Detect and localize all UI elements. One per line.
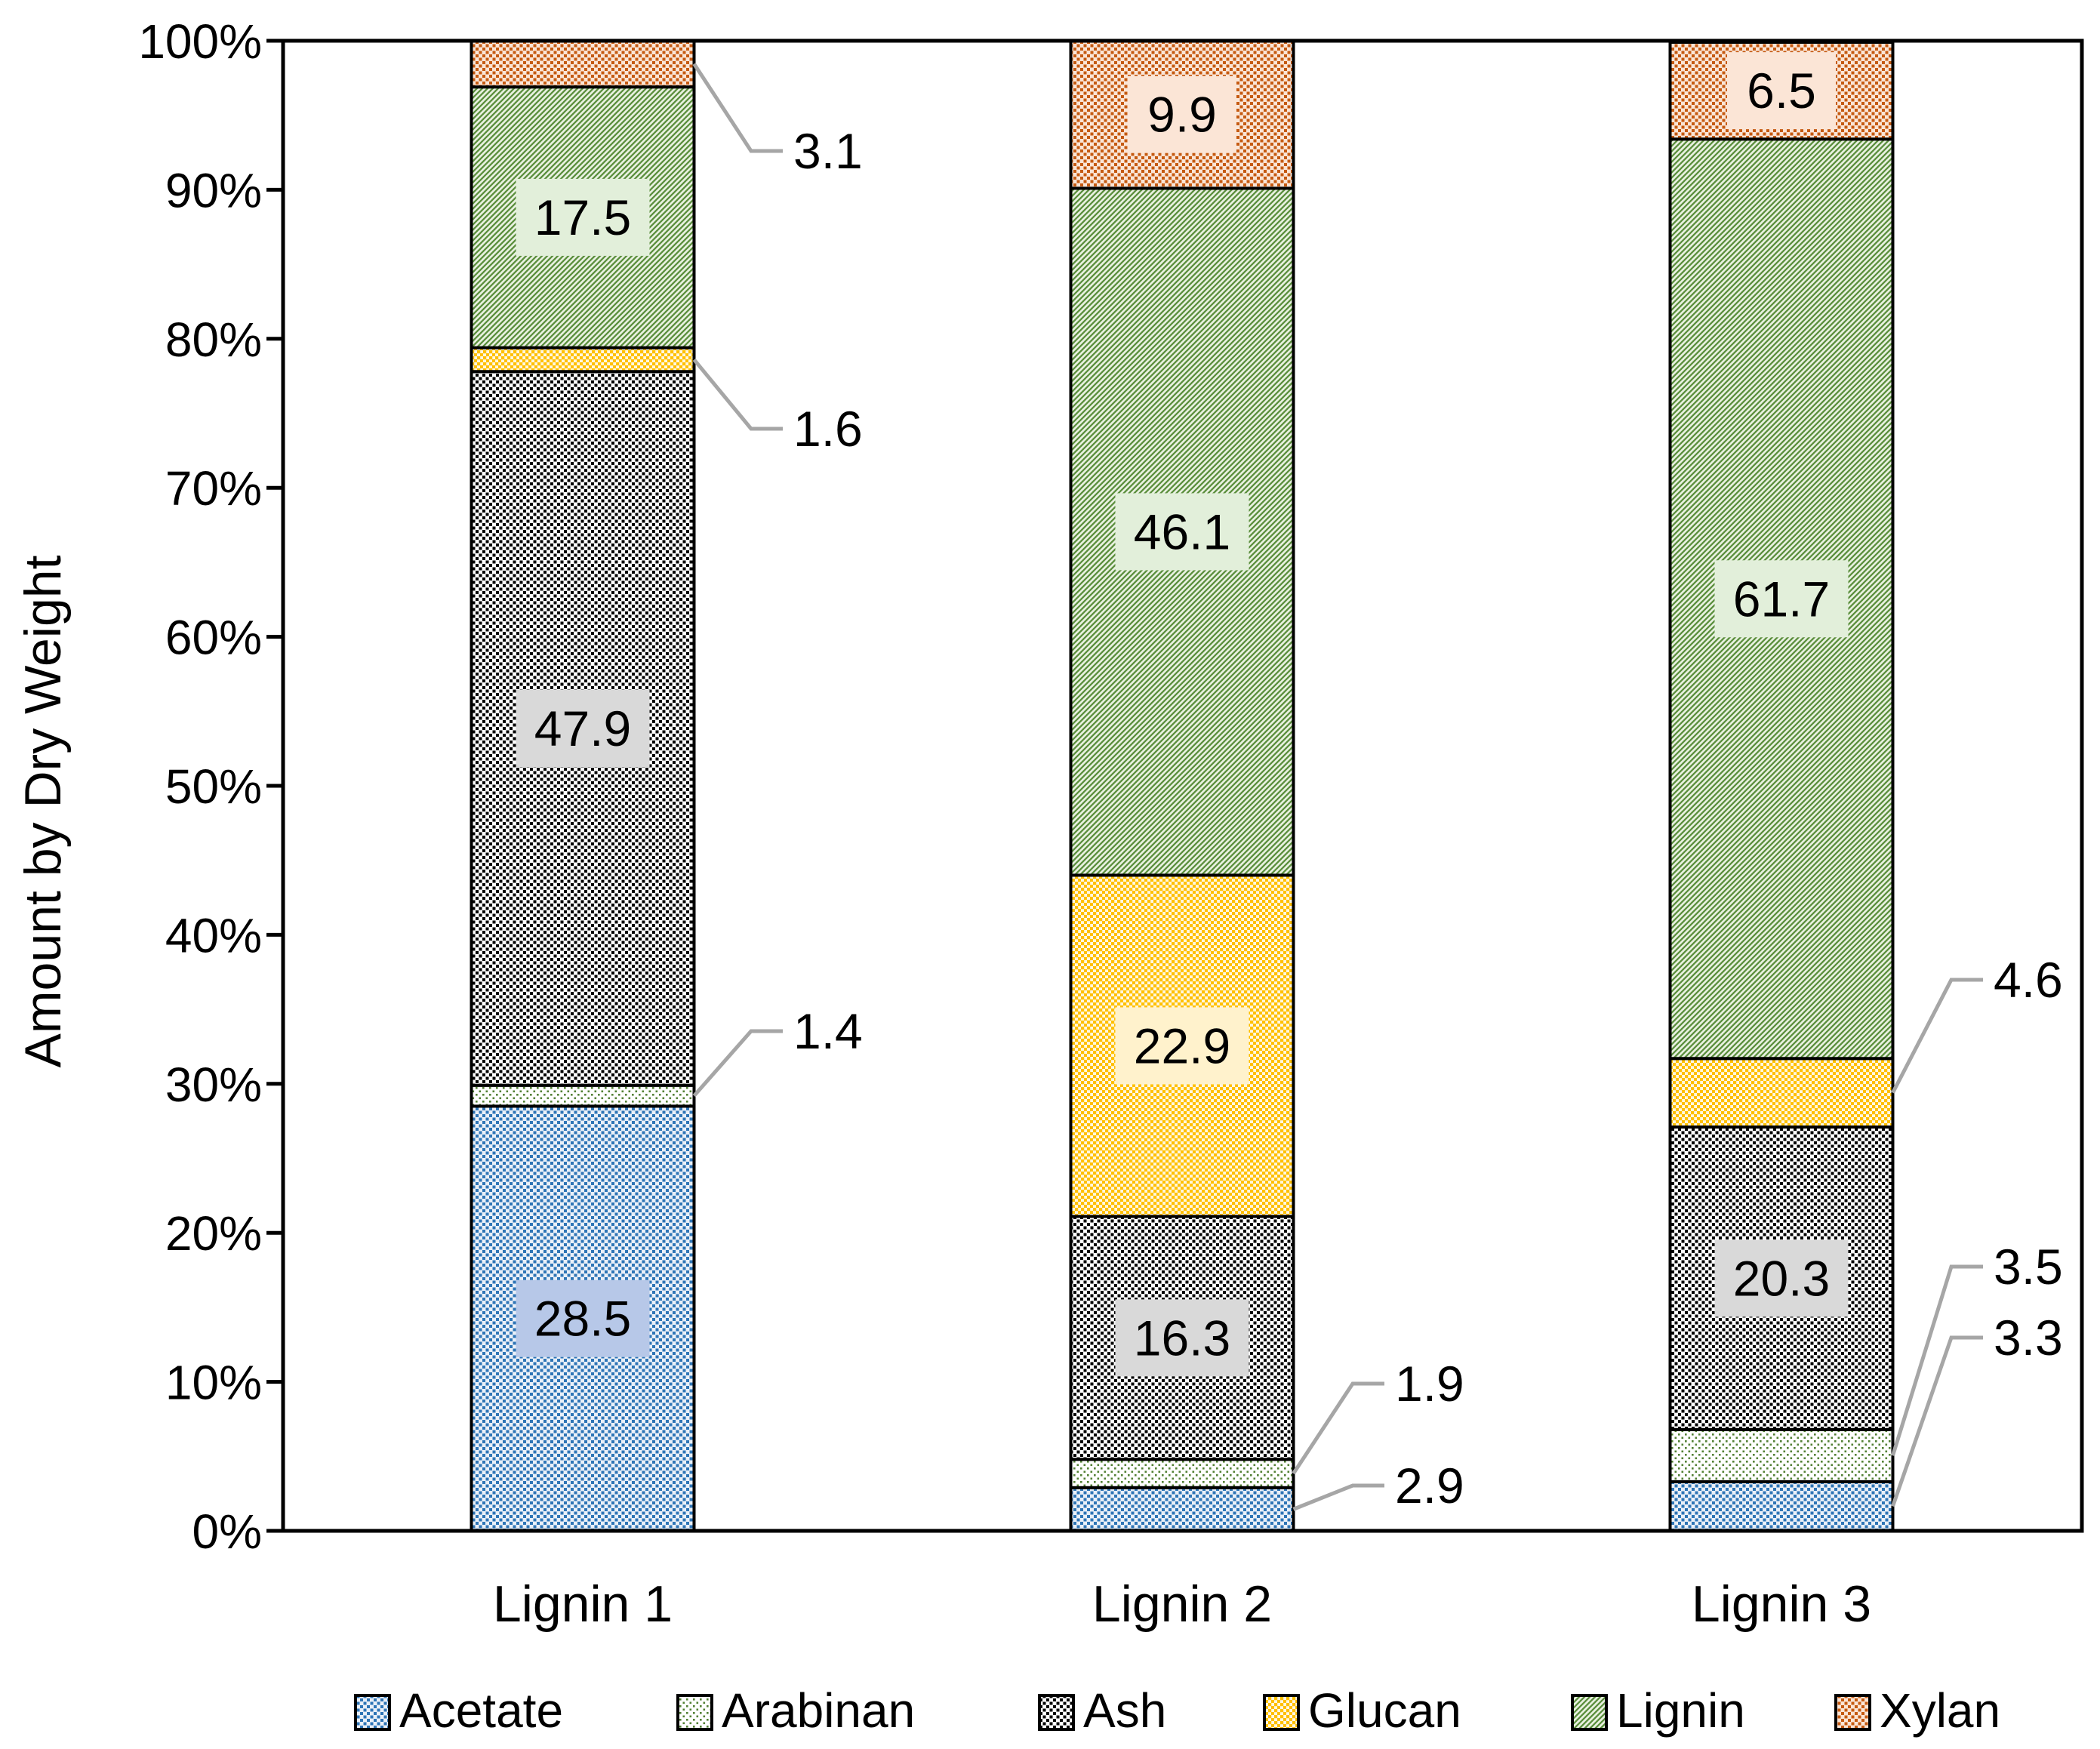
value-label: 61.7 <box>1733 571 1830 627</box>
legend-label: Acetate <box>399 1683 563 1738</box>
legend: Acetate Arabinan Ash Glucan Lignin Xylan <box>354 1683 2000 1738</box>
category-label: Lignin 2 <box>1092 1575 1272 1633</box>
y-tick-label: 40% <box>165 908 262 962</box>
value-label: 6.5 <box>1747 63 1816 119</box>
callout-leader-line <box>692 358 783 431</box>
segment-glucan <box>470 346 696 374</box>
y-tick-label: 50% <box>165 759 262 814</box>
y-tick-label: 90% <box>165 163 262 217</box>
callout-value-label: 1.6 <box>793 401 863 457</box>
callout-value-label: 3.3 <box>1994 1310 2063 1366</box>
value-label: 17.5 <box>534 189 631 245</box>
segment-acetate <box>1668 1480 1895 1533</box>
callout-value-label: 3.1 <box>793 123 863 179</box>
value-label: 28.5 <box>534 1291 631 1347</box>
y-tick-label: 10% <box>165 1356 262 1410</box>
callout-leader-line <box>1292 1483 1384 1511</box>
legend-label: Ash <box>1083 1683 1166 1738</box>
value-label-box <box>1115 1299 1249 1377</box>
value-label-box <box>1115 1007 1249 1085</box>
legend-item-glucan: Glucan <box>1263 1683 1461 1738</box>
callout-value-label: 2.9 <box>1395 1458 1464 1513</box>
value-label: 22.9 <box>1134 1018 1230 1073</box>
y-axis-title: Amount by Dry Weight <box>14 555 72 1067</box>
legend-swatch-icon <box>1571 1694 1608 1731</box>
segment-arabinan <box>1668 1427 1895 1483</box>
value-label-box <box>1727 52 1836 130</box>
legend-item-ash: Ash <box>1038 1683 1166 1738</box>
callout-leader-line <box>1891 978 1983 1094</box>
legend-item-xylan: Xylan <box>1834 1683 2000 1738</box>
segment-glucan <box>1668 1057 1895 1129</box>
value-label-box <box>1115 493 1249 571</box>
callout-value-label: 3.5 <box>1994 1239 2063 1295</box>
category-label: Lignin 1 <box>493 1575 673 1633</box>
value-label-box <box>516 178 650 256</box>
segment-acetate <box>1069 1486 1295 1533</box>
legend-label: Xylan <box>1880 1683 2000 1738</box>
y-tick-label: 100% <box>138 14 262 69</box>
legend-swatch-icon <box>1038 1694 1075 1731</box>
callout-leader-line <box>1891 1335 1983 1507</box>
legend-item-arabinan: Arabinan <box>676 1683 915 1738</box>
callout-leader-line <box>692 63 783 153</box>
y-tick-label: 70% <box>165 461 262 516</box>
y-tick-label: 0% <box>192 1504 263 1559</box>
value-label: 47.9 <box>534 701 631 756</box>
value-label-box <box>516 690 650 768</box>
y-tick-label: 20% <box>165 1206 262 1261</box>
legend-label: Lignin <box>1616 1683 1745 1738</box>
y-tick-label: 80% <box>165 313 262 367</box>
value-label-box <box>1128 75 1236 153</box>
legend-swatch-icon <box>354 1694 391 1731</box>
legend-swatch-icon <box>1834 1694 1871 1731</box>
legend-label: Glucan <box>1308 1683 1461 1738</box>
category-label: Lignin 3 <box>1692 1575 1871 1633</box>
value-label: 16.3 <box>1134 1310 1230 1366</box>
segment-arabinan <box>470 1083 696 1108</box>
callout-value-label: 4.6 <box>1994 952 2063 1008</box>
y-tick-label: 60% <box>165 611 262 665</box>
legend-label: Arabinan <box>722 1683 915 1738</box>
callout-leader-line <box>1292 1381 1384 1475</box>
value-label-box <box>1714 560 1849 638</box>
segment-xylan <box>470 39 696 89</box>
value-label: 46.1 <box>1134 503 1230 559</box>
callout-value-label: 1.4 <box>793 1003 863 1059</box>
legend-swatch-icon <box>1263 1694 1300 1731</box>
value-label-box <box>1714 1239 1849 1317</box>
callout-leader-line <box>692 1029 783 1098</box>
y-tick-label: 30% <box>165 1058 262 1112</box>
callout-value-label: 1.9 <box>1395 1356 1464 1412</box>
callout-leader-line <box>1891 1264 1983 1457</box>
value-label: 9.9 <box>1147 87 1217 143</box>
segment-arabinan <box>1069 1458 1295 1489</box>
value-label: 20.3 <box>1733 1250 1830 1306</box>
legend-item-lignin: Lignin <box>1571 1683 1745 1738</box>
value-label-box <box>516 1279 650 1357</box>
legend-swatch-icon <box>676 1694 713 1731</box>
legend-item-acetate: Acetate <box>354 1683 563 1738</box>
